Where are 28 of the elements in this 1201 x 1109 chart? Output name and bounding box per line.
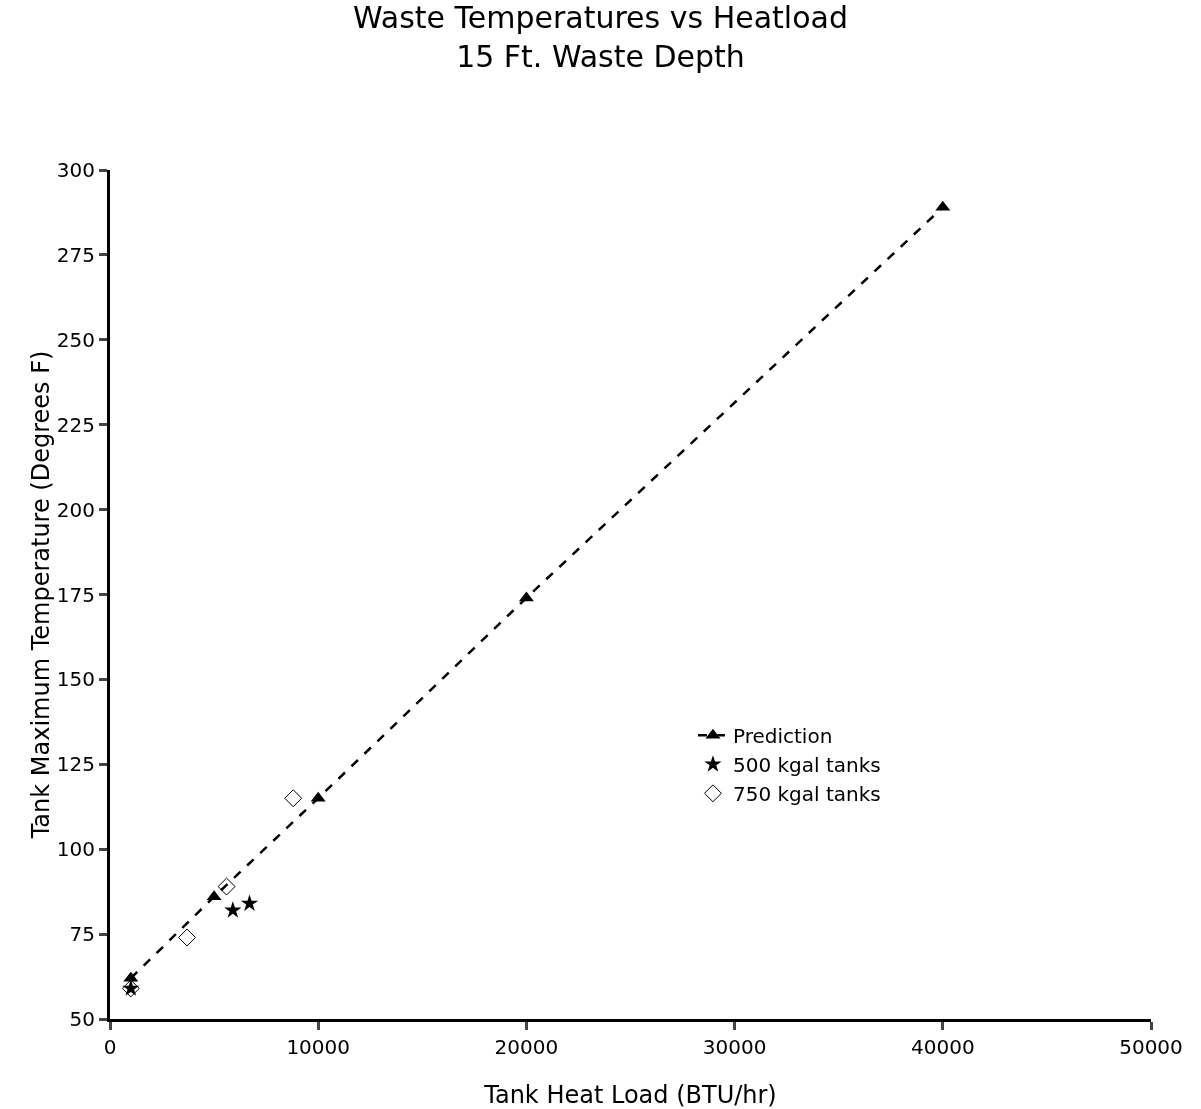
y-tick-label: 275: [56, 242, 95, 267]
point: [178, 928, 196, 947]
chart-title: Waste Temperatures vs Heatload 15 Ft. Waste Depth: [353, 0, 848, 74]
y-axis-title: Tank Maximum Temperature (Degrees F): [26, 350, 55, 840]
x-tick-label: 40000: [910, 1035, 975, 1059]
legend-label: 500 kgal tanks: [732, 753, 881, 778]
point: [240, 894, 259, 911]
x-tick-label: 20000: [494, 1035, 559, 1059]
x-tick-label: 30000: [702, 1035, 767, 1059]
y-tick-label: 100: [56, 837, 95, 862]
y-tick-label: 200: [56, 497, 95, 522]
y-tick-label: 75: [69, 922, 95, 947]
x-tick-label: 50000: [1119, 1035, 1183, 1059]
y-tick-label: 150: [56, 667, 95, 692]
point: [224, 901, 242, 918]
y-tick-label: 300: [56, 158, 95, 182]
y-tick-label: 225: [56, 412, 95, 437]
y-tick-label: 175: [56, 582, 95, 607]
point: [284, 789, 303, 808]
legend-label: Prediction: [732, 724, 833, 749]
y-tick-label: 50: [69, 1007, 95, 1031]
y-tick-label: 250: [56, 327, 95, 352]
point: [217, 877, 236, 896]
x-axis-title: Tank Heat Load (BTU/hr): [483, 1081, 777, 1109]
y-tick-label: 125: [56, 752, 95, 777]
x-tick-label: 0: [103, 1035, 117, 1059]
x-tick-label: 10000: [286, 1035, 351, 1059]
legend-label: 750 kgal tanks: [732, 782, 881, 807]
